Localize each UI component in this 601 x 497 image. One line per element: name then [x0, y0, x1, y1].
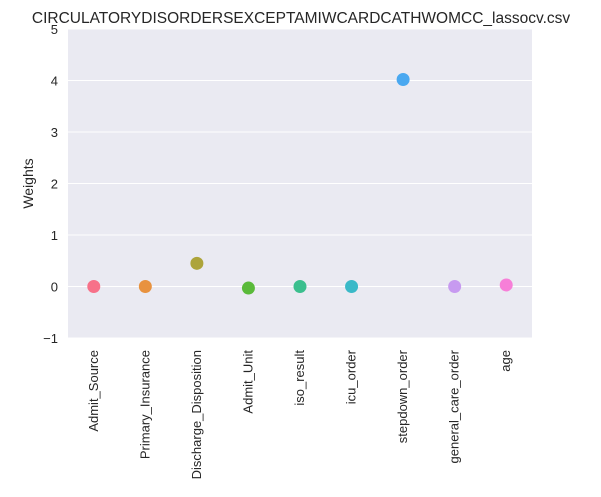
data-point-stepdown-order — [396, 72, 410, 86]
data-point-discharge-disposition — [190, 256, 204, 270]
data-point-iso-result — [293, 280, 307, 293]
data-points — [87, 72, 513, 295]
chart-title: CIRCULATORYDISORDERSEXCEPTAMIWCARDCATHWO… — [32, 10, 570, 27]
y-tick-label: 5 — [51, 22, 58, 37]
x-tick-label: icu_order — [344, 349, 359, 404]
x-tick-label: Admit_Source — [86, 350, 101, 432]
data-point-admit-source — [87, 280, 101, 293]
y-tick-label: 3 — [51, 125, 58, 140]
x-axis-ticks: Admit_Source Primary_Insurance Discharge_D… — [86, 349, 513, 479]
y-tick-label: 2 — [51, 177, 58, 192]
data-point-age — [499, 278, 513, 292]
y-tick-label: −1 — [43, 331, 58, 346]
x-tick-label: Admit_Unit — [240, 350, 255, 414]
x-tick-label: age — [498, 350, 513, 372]
y-axis-label: Weights — [20, 158, 36, 208]
x-tick-label: Primary_Insurance — [137, 350, 152, 459]
data-point-primary-insurance — [138, 280, 152, 293]
x-tick-label: iso_result — [292, 350, 307, 406]
data-point-admit-unit — [241, 281, 255, 295]
y-tick-label: 1 — [51, 228, 58, 243]
x-tick-label: Discharge_Disposition — [189, 350, 204, 479]
y-tick-label: 0 — [51, 280, 58, 295]
data-point-icu-order — [345, 280, 359, 293]
x-tick-label: general_care_order — [447, 349, 462, 463]
data-point-general-care-order — [448, 280, 462, 293]
y-tick-label: 4 — [51, 74, 58, 89]
y-axis-ticks: −1 0 1 2 3 4 5 — [43, 22, 58, 346]
x-tick-label: stepdown_order — [395, 349, 410, 443]
